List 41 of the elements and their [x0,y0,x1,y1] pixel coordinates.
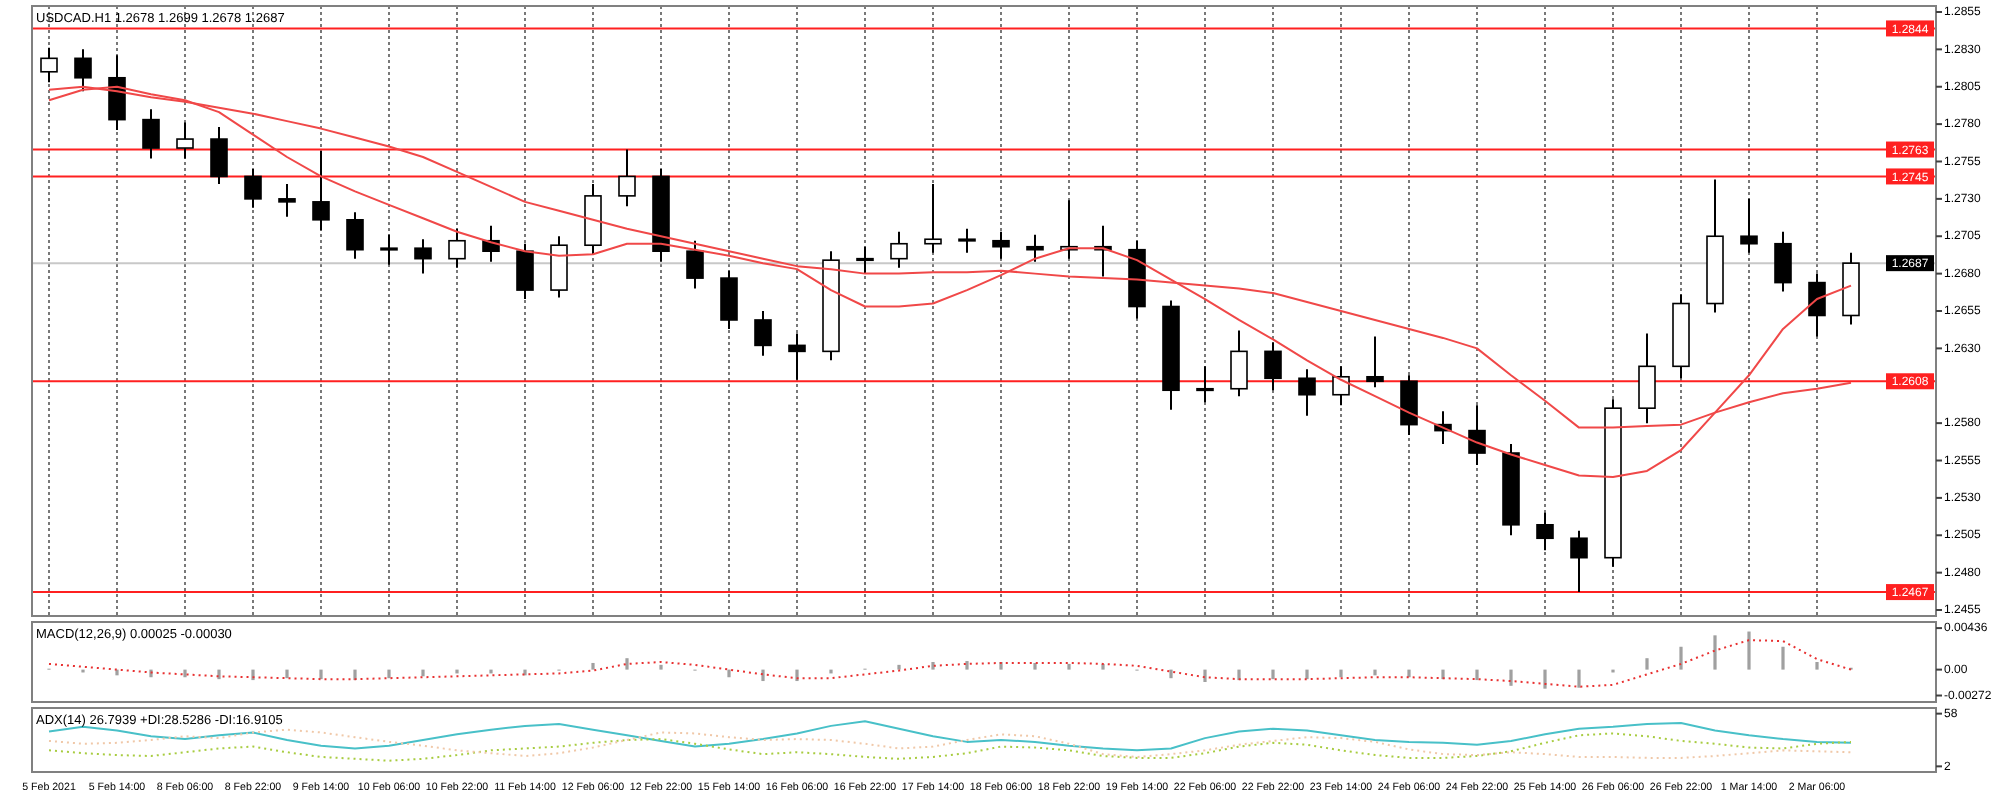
candlestick [1230,329,1248,398]
candlestick [618,148,636,208]
candlestick [1808,272,1826,338]
candlestick [380,233,398,266]
candlestick [1196,365,1214,404]
candlestick [1298,368,1316,417]
candlestick [1570,529,1588,594]
candlestick [720,269,738,330]
candlestick [142,108,160,160]
candlestick [1026,233,1044,263]
candlestick [1638,332,1656,425]
candlestick [1264,341,1282,392]
candlestick [414,238,432,275]
candlestick [244,167,262,209]
candlestick [210,126,228,185]
candlestick [856,245,874,275]
candlestick [1468,404,1486,466]
candlestick [108,54,126,132]
candlestick [40,46,58,84]
candlestick [788,332,806,381]
candlestick [516,242,534,301]
candlestick [1740,197,1758,254]
candlestick [890,230,908,269]
candlestick [448,227,466,269]
candlestick [1366,335,1384,389]
line-series [48,639,1852,688]
candlestick [1400,374,1418,437]
candlestick [176,121,194,160]
candlestick [1536,511,1554,552]
candlestick [550,235,568,299]
candlestick [278,182,296,218]
candlestick [312,150,330,232]
candlestick [958,227,976,254]
candlestick [924,182,942,254]
candlestick [754,310,772,357]
candlestick [1332,365,1350,407]
candlestick [74,48,92,93]
candlestick [346,211,364,260]
candlestick [1774,230,1792,293]
candlestick [992,230,1010,260]
candlestick [686,239,704,290]
